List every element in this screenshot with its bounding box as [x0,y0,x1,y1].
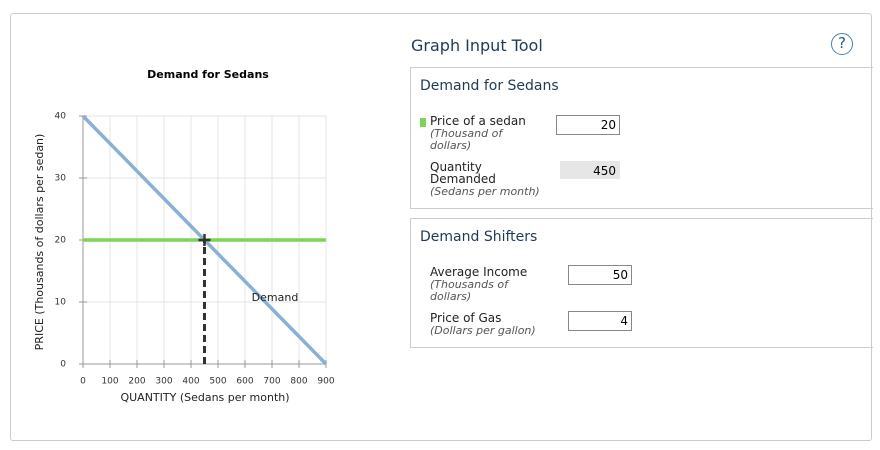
row-label: Price of a sedan [430,114,526,128]
legend-swatch [420,118,426,127]
section-title: Demand Shifters [420,229,538,245]
row-unit: (Thousand of dollars) [430,127,503,152]
frame [10,13,872,441]
help-button[interactable]: ? [831,33,853,55]
y-tick-label: 0 [60,360,66,370]
x-tick-label: 300 [155,377,172,387]
x-tick-label: 0 [80,377,86,387]
x-tick-label: 800 [290,377,307,387]
chart: Demand for Sedans QUANTITY (Sedans per m… [33,68,335,404]
x-tick-label: 500 [209,377,226,387]
section-title: Demand for Sedans [420,78,559,94]
y-tick-label: 30 [55,174,67,184]
row-unit: (Thousands of dollars) [430,278,508,303]
gas-input[interactable]: 4 [568,311,632,331]
row-label: Price of Gas [430,311,502,325]
quantity-output: 450 [560,161,620,179]
chart-title: Demand for Sedans [147,68,269,81]
section: Demand for Sedans Price of a sedan (Thou… [410,67,873,209]
income-input[interactable]: 50 [568,265,632,285]
y-tick-label: 10 [55,298,67,308]
price-input[interactable]: 20 [556,115,620,135]
row-label: Quantity Demanded [430,160,496,186]
crosshair [198,234,211,246]
x-tick-label: 400 [182,377,199,387]
tool-title: Graph Input Tool [411,36,543,55]
x-tick-label: 600 [236,377,253,387]
y-axis-label: PRICE (Thousands of dollars per sedan) [33,134,46,351]
x-tick-label: 900 [317,377,334,387]
x-tick-label: 700 [263,377,280,387]
y-tick-label: 20 [55,236,67,246]
row-unit: (Dollars per gallon) [430,324,536,337]
y-tick-label: 40 [55,112,67,122]
section: Demand Shifters Average Income (Thousand… [410,218,873,348]
x-axis-label: QUANTITY (Sedans per month) [120,391,289,404]
series-label: Demand [252,291,299,304]
row-label: Average Income [430,265,528,279]
x-tick-label: 100 [101,377,118,387]
x-tick-label: 200 [128,377,145,387]
row-unit: (Sedans per month) [430,185,540,198]
